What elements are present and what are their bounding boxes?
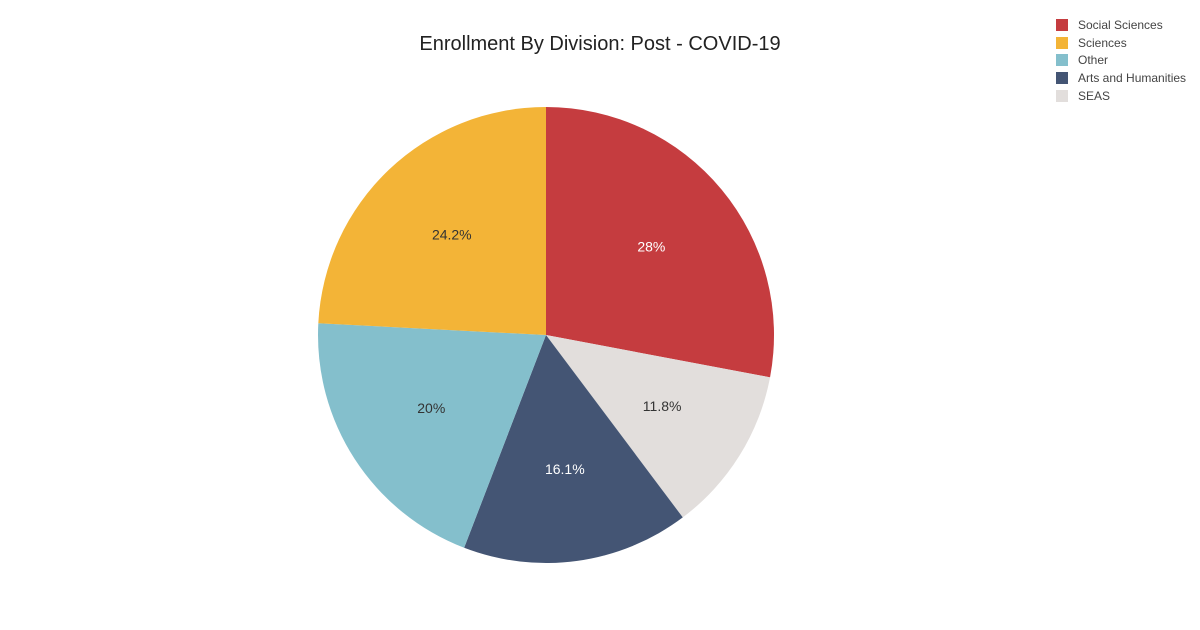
legend-item[interactable]: Other [1056, 52, 1186, 70]
pie-slice-other[interactable] [318, 323, 546, 548]
pie-slice-seas[interactable] [546, 335, 771, 518]
legend-label: Other [1078, 53, 1109, 68]
legend-swatch [1056, 36, 1068, 49]
legend-label: SEAS [1078, 89, 1111, 104]
pie-slice-label: 28% [637, 238, 665, 254]
legend-swatch [1056, 18, 1068, 31]
pie-slice-arts-and-humanities[interactable] [464, 335, 683, 564]
pie-slice-label: 11.8% [643, 398, 682, 414]
legend-swatch [1056, 90, 1068, 103]
legend-label: Arts and Humanities [1078, 71, 1187, 86]
pie-slice-sciences[interactable] [318, 107, 546, 335]
pie-slice-label: 24.2% [432, 227, 472, 243]
legend-swatch [1056, 54, 1068, 67]
pie-slice-label: 20% [417, 400, 445, 416]
legend-label: Social Sciences [1078, 17, 1163, 32]
legend-item[interactable]: SEAS [1056, 87, 1186, 105]
legend-swatch [1056, 72, 1068, 85]
pie-slice-label: 16.1% [545, 461, 585, 477]
legend-item[interactable]: Sciences [1056, 34, 1186, 52]
legend: Social Sciences Sciences Other Arts and … [1056, 16, 1186, 105]
legend-item[interactable]: Social Sciences [1056, 16, 1186, 34]
chart-title: Enrollment By Division: Post - COVID-19 [419, 33, 781, 55]
pie-slice-social-sciences[interactable] [546, 107, 775, 378]
legend-label: Sciences [1078, 35, 1127, 50]
legend-item[interactable]: Arts and Humanities [1056, 69, 1186, 87]
pie-labels: 28% 11.8% 16.1% 20% 24.2% [417, 227, 681, 478]
pie-slices [318, 107, 775, 564]
